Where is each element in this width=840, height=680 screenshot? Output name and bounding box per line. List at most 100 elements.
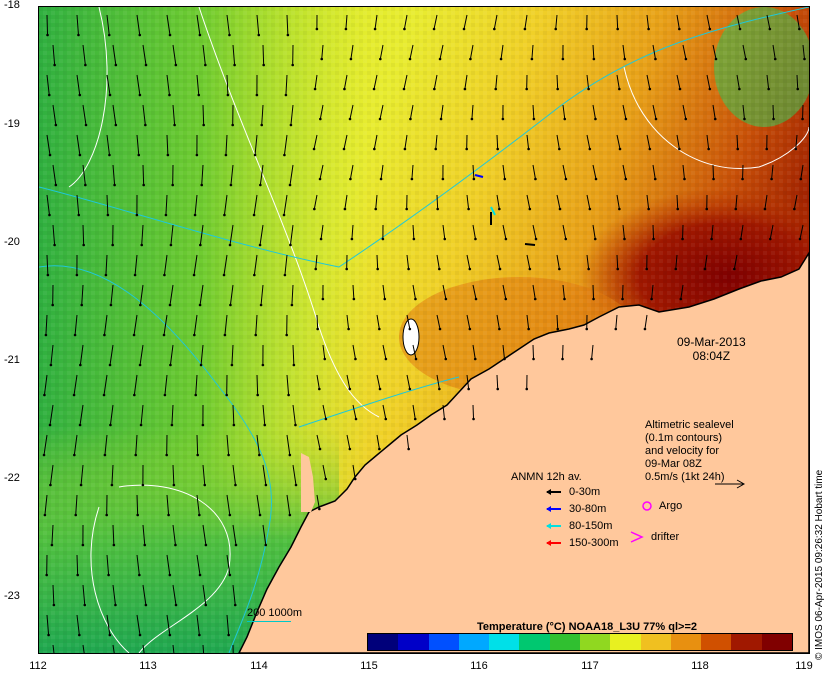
velocity-arrow [799, 224, 804, 240]
velocity-arrowhead [169, 363, 172, 367]
velocity-arrow [315, 254, 318, 270]
velocity-arrow [290, 104, 294, 126]
velocity-arrow [772, 44, 776, 60]
argo-legend: Argo [641, 500, 682, 512]
velocity-arrowhead [47, 93, 51, 97]
anmn-legend-item: 80-150m [545, 520, 612, 532]
velocity-arrowhead [162, 333, 166, 337]
velocity-arrow [409, 104, 414, 120]
colorbar-segment [458, 634, 490, 650]
velocity-arrow [706, 134, 710, 150]
velocity-arrowhead [288, 183, 292, 187]
velocity-arrowhead [170, 423, 174, 427]
velocity-arrowhead [588, 147, 592, 151]
velocity-arrow [646, 194, 650, 210]
lon-tick: 113 [139, 660, 157, 672]
velocity-arrow [472, 224, 476, 240]
velocity-arrow [320, 224, 324, 240]
velocity-arrow [314, 74, 318, 90]
velocity-arrowhead [794, 147, 798, 151]
velocity-arrow [496, 134, 499, 150]
velocity-arrow [526, 134, 530, 150]
velocity-arrow [46, 614, 50, 636]
velocity-arrow [403, 14, 408, 30]
velocity-arrowhead [614, 327, 618, 331]
velocity-arrowhead [78, 93, 82, 97]
mooring-arrow [490, 206, 496, 216]
velocity-arrowhead [103, 453, 107, 457]
velocity-arrowhead [197, 93, 201, 97]
velocity-arrow [133, 374, 138, 396]
velocity-arrowhead [373, 27, 377, 31]
velocity-arrow [439, 44, 444, 60]
velocity-arrowhead [259, 303, 263, 307]
velocity-arrowhead [378, 447, 381, 451]
velocity-arrow [201, 164, 204, 186]
velocity-arrowhead [348, 117, 352, 121]
velocity-arrowhead [342, 147, 346, 151]
velocity-arrowhead [343, 207, 347, 211]
velocity-arrowhead [223, 213, 226, 217]
velocity-arrowhead [714, 57, 718, 61]
velocity-arrowhead [255, 93, 259, 97]
velocity-arrowhead [258, 513, 262, 517]
velocity-arrowhead [258, 453, 261, 457]
velocity-arrow [652, 224, 655, 240]
velocity-arrowhead [676, 207, 680, 211]
velocity-arrowhead [433, 87, 436, 91]
velocity-arrow [556, 254, 560, 270]
velocity-arrowhead [474, 237, 477, 241]
velocity-arrow [469, 44, 474, 60]
velocity-arrow [343, 74, 348, 90]
sealevel-contour [198, 7, 380, 418]
velocity-arrowhead [291, 63, 294, 67]
velocity-arrowhead [174, 603, 178, 607]
lat-tick: -19 [4, 118, 20, 130]
velocity-arrow [592, 284, 595, 300]
velocity-arrowhead [563, 297, 566, 301]
velocity-arrow [52, 584, 55, 606]
velocity-arrow [376, 434, 380, 450]
velocity-arrowhead [204, 603, 208, 607]
velocity-arrow [735, 194, 738, 210]
velocity-arrowhead [561, 357, 564, 361]
velocity-arrow [43, 434, 48, 456]
velocity-arrow [772, 104, 775, 120]
velocity-arrow [496, 194, 500, 210]
velocity-arrowhead [289, 243, 292, 247]
velocity-arrowhead [405, 207, 408, 211]
velocity-arrow [556, 74, 559, 90]
velocity-arrow [345, 14, 348, 30]
velocity-arrowhead [108, 93, 112, 97]
velocity-arrowhead [773, 57, 777, 61]
velocity-arrow [46, 134, 51, 156]
velocity-arrow [316, 434, 321, 450]
velocity-arrow [226, 494, 231, 516]
velocity-arrowhead [233, 63, 236, 67]
velocity-arrow [736, 74, 740, 90]
velocity-arrowhead [232, 423, 236, 427]
velocity-arrowhead [348, 447, 352, 451]
velocity-arrowhead [174, 543, 177, 547]
velocity-arrowhead [654, 117, 658, 121]
velocity-arrowhead [108, 153, 111, 157]
velocity-arrowhead [444, 357, 448, 361]
velocity-arrow [555, 14, 558, 30]
velocity-arrowhead [228, 243, 232, 247]
velocity-arrow [76, 14, 79, 36]
velocity-arrowhead [76, 573, 79, 577]
velocity-arrowhead [193, 213, 197, 217]
velocity-arrowhead [288, 453, 292, 457]
velocity-arrow [163, 254, 168, 276]
velocity-arrowhead [113, 183, 116, 187]
velocity-arrowhead [798, 27, 801, 31]
velocity-arrow [404, 134, 408, 150]
velocity-arrowhead [285, 333, 288, 337]
velocity-arrow [352, 284, 355, 300]
lon-tick: 118 [691, 660, 709, 672]
velocity-arrowhead [462, 27, 466, 31]
velocity-arrow [562, 284, 565, 300]
velocity-arrow [433, 74, 438, 90]
velocity-arrow [52, 44, 56, 66]
velocity-arrow [106, 194, 109, 216]
